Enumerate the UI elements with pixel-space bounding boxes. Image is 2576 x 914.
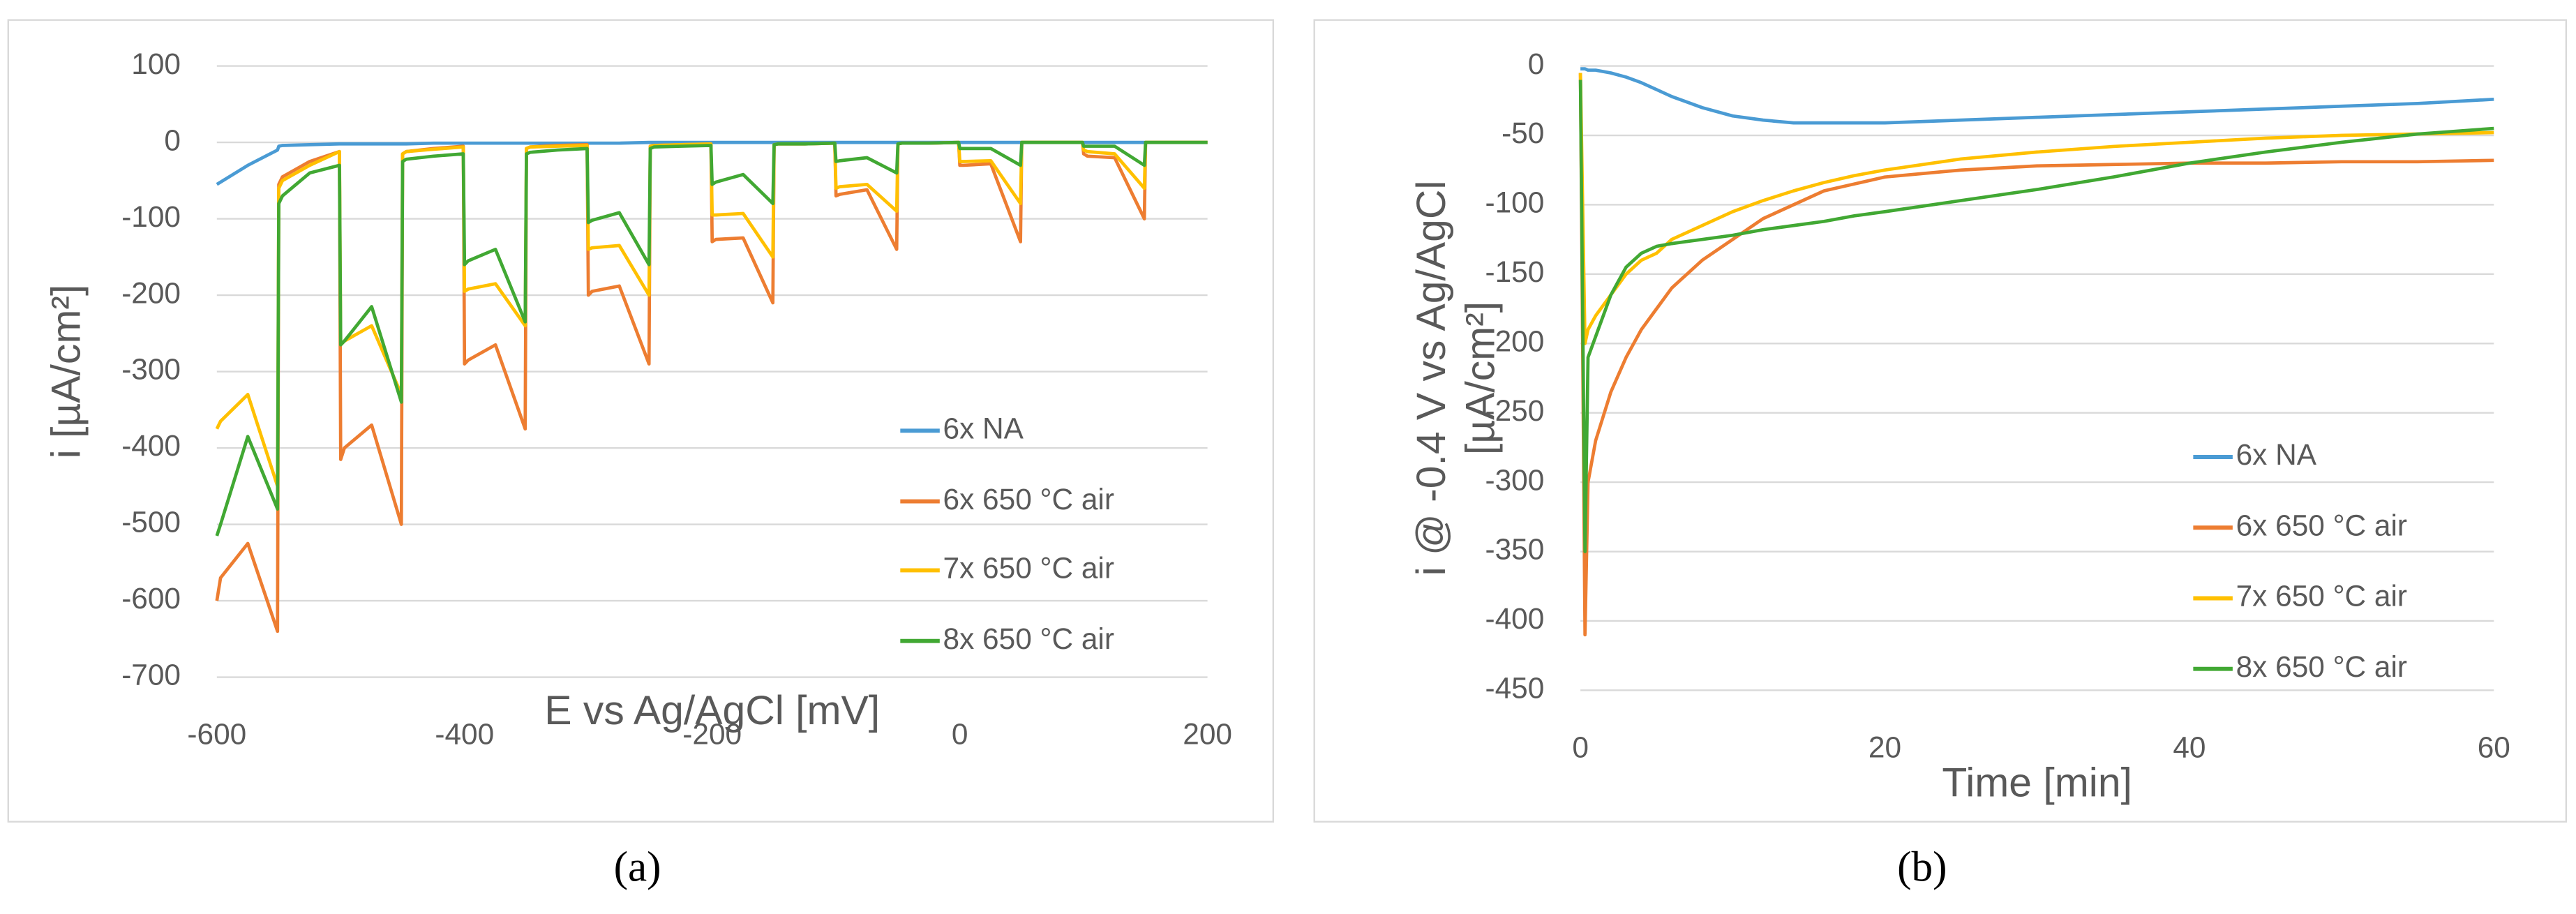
y-tick-label: 100 <box>131 47 181 80</box>
y-tick-label: -250 <box>1485 394 1545 427</box>
y-tick-label: -400 <box>121 429 181 462</box>
legend-label: 8x 650 °C air <box>943 622 1114 655</box>
y-tick-label: -50 <box>1502 117 1544 149</box>
data-line <box>215 140 1208 537</box>
y-tick-label: -600 <box>121 582 181 615</box>
y-tick-label: -100 <box>121 200 181 233</box>
y-tick-label: -300 <box>121 353 181 386</box>
y-tick-label: 0 <box>1528 47 1545 80</box>
y-axis-label: i [µA/cm²] <box>43 285 89 459</box>
x-tick-label: 20 <box>1869 731 1901 763</box>
x-tick-label: 40 <box>2173 731 2206 763</box>
x-tick-label: -400 <box>435 717 494 750</box>
y-tick-label: -700 <box>121 659 181 691</box>
panel-frame <box>1313 19 2568 823</box>
legend-label: 6x 650 °C air <box>943 483 1114 516</box>
y-tick-label: -200 <box>1485 324 1545 357</box>
x-tick-label: 60 <box>2478 731 2510 763</box>
y-tick-label: -200 <box>121 276 181 309</box>
y-tick-label: -400 <box>1485 602 1545 635</box>
y-tick-label: -300 <box>1485 463 1545 496</box>
x-tick-label: 0 <box>952 717 968 750</box>
x-tick-label: -200 <box>682 717 742 750</box>
x-tick-label: 200 <box>1183 717 1232 750</box>
legend-label: 6x 650 °C air <box>2236 509 2407 541</box>
data-line <box>1578 73 2494 637</box>
legend-label: 8x 650 °C air <box>2236 650 2407 683</box>
x-axis-label: Time [min] <box>1942 760 2132 805</box>
y-tick-label: -450 <box>1485 672 1545 705</box>
legend-label: 7x 650 °C air <box>2236 580 2407 613</box>
x-tick-label: -600 <box>187 717 246 750</box>
data-line <box>1578 80 2494 553</box>
legend-label: 6x NA <box>2236 438 2317 471</box>
y-tick-label: 0 <box>164 123 181 156</box>
data-line <box>1580 67 2494 125</box>
y-axis-label: i @ -0.4 V vs Ag/AgCl <box>1409 181 1454 576</box>
panel-label: (b) <box>1897 843 1947 890</box>
y-tick-label: -500 <box>121 506 181 539</box>
y-tick-label: -350 <box>1485 533 1545 566</box>
y-tick-label: -150 <box>1485 255 1545 288</box>
legend-label: 7x 650 °C air <box>943 552 1114 585</box>
legend-label: 6x NA <box>943 412 1024 445</box>
y-tick-label: -100 <box>1485 186 1545 219</box>
x-axis-label: E vs Ag/AgCl [mV] <box>544 688 880 733</box>
x-tick-label: 0 <box>1572 731 1589 763</box>
panel-label: (a) <box>614 843 661 890</box>
y-axis-label: [µA/cm²] <box>1458 301 1504 455</box>
